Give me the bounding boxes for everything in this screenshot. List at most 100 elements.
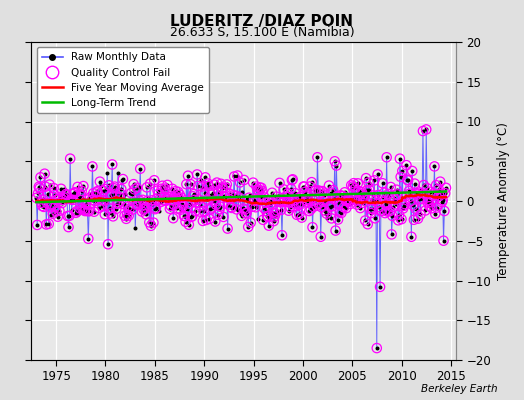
Point	[328, 203, 336, 210]
Point	[329, 187, 337, 193]
Point	[272, 194, 280, 200]
Point	[162, 195, 171, 201]
Point	[132, 201, 140, 207]
Point	[205, 216, 214, 222]
Point	[432, 182, 440, 188]
Point	[433, 204, 441, 211]
Point	[280, 198, 289, 204]
Point	[184, 222, 193, 228]
Point	[307, 206, 315, 213]
Point	[211, 218, 220, 225]
Point	[161, 185, 169, 192]
Point	[425, 203, 434, 210]
Point	[66, 156, 74, 162]
Point	[368, 206, 377, 212]
Point	[264, 214, 272, 220]
Point	[177, 206, 185, 213]
Point	[157, 199, 165, 205]
Point	[79, 206, 87, 212]
Point	[386, 208, 394, 214]
Point	[53, 214, 62, 220]
Point	[126, 190, 135, 196]
Point	[172, 196, 181, 202]
Point	[358, 200, 367, 206]
Point	[348, 194, 356, 201]
Point	[158, 186, 166, 192]
Point	[68, 207, 76, 213]
Point	[277, 207, 286, 213]
Point	[414, 196, 423, 202]
Point	[390, 195, 398, 201]
Point	[164, 196, 172, 202]
Point	[245, 194, 253, 201]
Point	[433, 196, 442, 202]
Point	[70, 190, 79, 196]
Point	[331, 227, 340, 234]
Point	[364, 221, 372, 228]
Point	[368, 196, 376, 203]
Point	[302, 193, 311, 200]
Point	[136, 166, 145, 172]
Point	[213, 212, 222, 218]
Point	[53, 196, 61, 203]
Point	[250, 198, 259, 204]
Point	[365, 187, 374, 193]
Point	[204, 180, 212, 187]
Point	[235, 194, 243, 201]
Point	[124, 203, 132, 210]
Point	[180, 213, 188, 219]
Point	[421, 207, 430, 214]
Point	[143, 184, 151, 190]
Point	[304, 196, 312, 202]
Point	[254, 216, 263, 222]
Point	[212, 202, 220, 208]
Point	[314, 187, 322, 194]
Point	[62, 191, 70, 197]
Point	[193, 171, 201, 178]
Point	[283, 190, 292, 196]
Point	[328, 203, 336, 210]
Point	[189, 193, 197, 200]
Point	[154, 187, 162, 194]
Point	[214, 189, 223, 196]
Point	[152, 195, 161, 202]
Point	[90, 208, 99, 215]
Point	[81, 208, 89, 214]
Point	[138, 208, 146, 215]
Point	[110, 185, 118, 192]
Point	[424, 200, 432, 206]
Point	[232, 192, 240, 199]
Point	[161, 198, 170, 204]
Point	[413, 191, 421, 198]
Point	[217, 185, 226, 192]
Point	[48, 201, 56, 208]
Point	[149, 219, 158, 226]
Point	[116, 190, 125, 197]
Point	[198, 183, 206, 190]
Point	[282, 194, 290, 200]
Point	[168, 186, 177, 192]
Point	[260, 194, 269, 201]
Point	[381, 210, 389, 216]
Point	[237, 213, 246, 219]
Point	[279, 186, 288, 192]
Point	[258, 188, 266, 194]
Point	[39, 196, 47, 203]
Point	[385, 194, 394, 201]
Point	[146, 180, 154, 187]
Point	[418, 196, 427, 202]
Point	[109, 213, 117, 220]
Point	[158, 182, 167, 189]
Point	[219, 184, 227, 190]
Point	[328, 215, 336, 222]
Point	[136, 166, 145, 172]
Point	[339, 193, 347, 199]
Point	[360, 193, 368, 200]
Point	[275, 180, 283, 186]
Point	[59, 194, 68, 200]
Point	[367, 210, 375, 216]
Point	[200, 190, 209, 197]
Point	[151, 205, 160, 211]
Point	[166, 206, 174, 212]
Point	[161, 185, 169, 192]
